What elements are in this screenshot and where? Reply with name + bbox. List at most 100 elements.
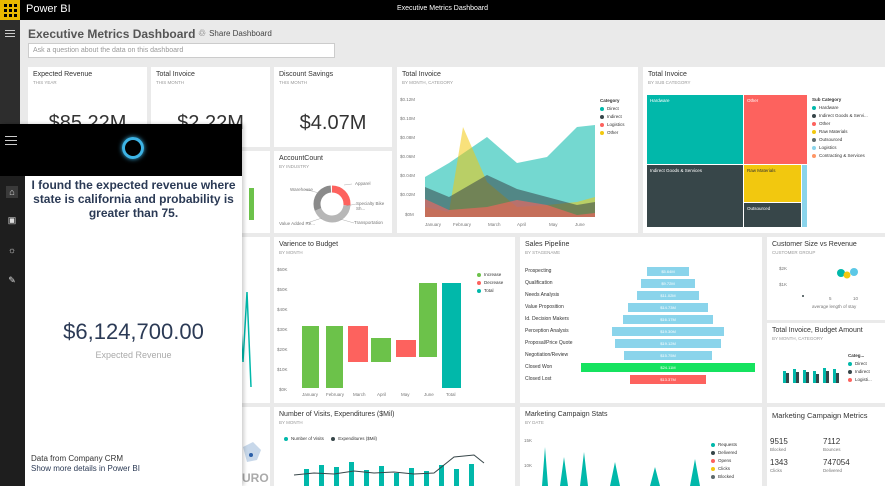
tile-subtitle: CUSTOMER GROUP bbox=[772, 250, 816, 255]
legend-item: Direct bbox=[848, 360, 872, 368]
hamburger-icon[interactable] bbox=[5, 30, 15, 39]
cortana-result-value: $6,124,700.00 bbox=[63, 319, 204, 344]
funnel-bar: $14.73M bbox=[628, 303, 708, 312]
x-tick: April bbox=[377, 392, 387, 397]
x-tick: Total bbox=[446, 392, 456, 397]
tile-subtitle: THIS MONTH bbox=[156, 80, 184, 85]
tile-subtitle: THIS YEAR bbox=[33, 80, 57, 85]
funnel-bar: $16.17M bbox=[623, 315, 713, 324]
legend-item: Indirect Goods & Servi... bbox=[812, 112, 868, 120]
tile-title: Number of Visits, Expenditures ($Mil) bbox=[279, 411, 395, 418]
funnel-bar: $5.64M bbox=[647, 267, 689, 276]
tile-subtitle: BY SUB CATEGORY bbox=[648, 80, 691, 85]
funnel-stage-label: Value Proposition bbox=[525, 304, 564, 310]
legend-item: Raw Materials bbox=[812, 128, 868, 136]
legend-item: Number of Visits bbox=[284, 436, 324, 441]
tile-subtitle: BY MONTH bbox=[279, 250, 303, 255]
funnel-bar: $19.12M bbox=[615, 339, 721, 348]
donut-label: Warehouse bbox=[290, 187, 313, 192]
donut-chart bbox=[303, 183, 357, 224]
invoice-budget-tile[interactable]: Total Invoice, Budget Amount BY MONTH, C… bbox=[767, 323, 885, 403]
cortana-data-source: Data from Company CRM bbox=[31, 454, 124, 463]
y-tick: $0K bbox=[279, 387, 288, 392]
notebook-icon[interactable]: ▣ bbox=[7, 215, 17, 225]
x-tick: January bbox=[425, 222, 442, 227]
legend: Requests Delivered Opens Clicks Blocked bbox=[711, 441, 737, 481]
lightbulb-icon[interactable]: ☼ bbox=[7, 245, 17, 255]
x-tick: 5 bbox=[829, 296, 832, 301]
tile-title: Total Invoice bbox=[648, 71, 687, 78]
legend-item: Other bbox=[600, 129, 625, 137]
x-tick: February bbox=[453, 222, 472, 227]
legend-item: Other bbox=[812, 120, 868, 128]
legend: Direct Indirect Logistics Other bbox=[600, 105, 625, 137]
y-tick: $2K bbox=[779, 266, 788, 271]
funnel-bar: $19.30M bbox=[612, 327, 724, 336]
customer-size-tile[interactable]: Customer Size vs Revenue CUSTOMER GROUP … bbox=[767, 237, 885, 320]
show-more-details-link[interactable]: Show more details in Power BI bbox=[31, 464, 140, 473]
tile-title: Sales Pipeline bbox=[525, 241, 570, 248]
funnel-bar: $13.37M bbox=[630, 375, 706, 384]
treemap-label: Indirect Goods & Services bbox=[650, 168, 703, 173]
campaign-stats-tile[interactable]: Marketing Campaign Stats BY DATE 15K 10K… bbox=[520, 407, 762, 486]
tile-title: Marketing Campaign Metrics bbox=[772, 411, 868, 420]
scatter-chart bbox=[802, 268, 858, 297]
metric-value: 747054 bbox=[823, 458, 850, 467]
home-icon[interactable]: ⌂ bbox=[6, 186, 18, 198]
funnel-stage-label: Perception Analysis bbox=[525, 328, 569, 334]
funnel-bar: $15.75M bbox=[624, 351, 712, 360]
y-tick: $30K bbox=[277, 327, 288, 332]
y-tick: $20K bbox=[277, 347, 288, 352]
map-label: URO bbox=[242, 471, 269, 485]
campaign-metrics-tile[interactable]: Marketing Campaign Metrics 9515 Blocked … bbox=[767, 407, 885, 486]
sales-pipeline-tile[interactable]: Sales Pipeline BY STAGENAME Prospecting $… bbox=[520, 237, 762, 403]
y-tick: $50K bbox=[277, 287, 288, 292]
tile-title: Discount Savings bbox=[279, 71, 334, 78]
y-tick: $0.12M bbox=[400, 97, 416, 102]
share-dashboard-button[interactable]: ♲ Share Dashboard bbox=[198, 28, 272, 39]
cortana-panel: ⌂ ▣ ☼ ✎ I found the expected revenue whe… bbox=[0, 124, 242, 486]
y-tick: 10K bbox=[524, 463, 533, 468]
donut-label: Apparel bbox=[355, 181, 371, 186]
tile-title: Expected Revenue bbox=[33, 71, 93, 78]
legend-item: Decrease bbox=[477, 279, 503, 287]
y-tick: $0.06M bbox=[400, 154, 416, 159]
discount-savings-tile[interactable]: Discount Savings THIS MONTH $4.07M bbox=[274, 67, 392, 147]
tile-subtitle: BY STAGENAME bbox=[525, 250, 561, 255]
visits-expenditures-tile[interactable]: Number of Visits, Expenditures ($Mil) BY… bbox=[274, 407, 515, 486]
funnel-bar: $24.11M bbox=[581, 363, 755, 372]
funnel-bar: $11.02M bbox=[637, 291, 699, 300]
metric-label: Clicks bbox=[770, 468, 782, 473]
area-chart bbox=[542, 447, 700, 486]
donut-label: Specialty Bike Sh... bbox=[356, 201, 385, 211]
feedback-icon[interactable]: ✎ bbox=[8, 275, 16, 285]
dashboard-header: Executive Metrics Dashboard ♲ Share Dash… bbox=[20, 20, 885, 66]
app-launcher-icon[interactable] bbox=[0, 0, 20, 20]
x-tick: February bbox=[326, 392, 345, 397]
metric-value: 9515 bbox=[770, 437, 788, 446]
cortana-header bbox=[0, 124, 242, 176]
total-invoice-treemap-tile[interactable]: Total Invoice BY SUB CATEGORY Hardware O… bbox=[643, 67, 885, 233]
variance-to-budget-tile[interactable]: Varience to Budget BY MONTH $60K $50K $4… bbox=[274, 237, 515, 403]
tile-subtitle: BY MONTH, CATEGORY bbox=[772, 336, 824, 341]
funnel-stage-label: Closed Won bbox=[525, 364, 553, 370]
treemap-label: Hardware bbox=[650, 98, 670, 103]
cortana-hamburger-icon[interactable] bbox=[5, 136, 17, 145]
legend-item: Logistics bbox=[600, 121, 625, 129]
metric-label: Delivered bbox=[823, 468, 843, 473]
tile-subtitle: BY DATE bbox=[525, 420, 544, 425]
tile-title: Total Invoice bbox=[156, 71, 195, 78]
funnel-stage-label: Needs Analysis bbox=[525, 292, 560, 298]
account-count-tile[interactable]: AccountCount BY INDUSTRY Apparel Warehou… bbox=[274, 151, 392, 233]
treemap-label: Other bbox=[747, 98, 759, 103]
legend: Hardware Indirect Goods & Servi... Other… bbox=[812, 104, 868, 160]
x-tick: March bbox=[488, 222, 501, 227]
legend-item: Increase bbox=[477, 271, 503, 279]
funnel-bar: $9.72M bbox=[641, 279, 695, 288]
legend-item: Indirect bbox=[848, 368, 872, 376]
total-invoice-area-tile[interactable]: Total Invoice BY MONTH, CATEGORY $0.12M … bbox=[397, 67, 638, 233]
qna-input[interactable]: Ask a question about the data on this da… bbox=[28, 43, 335, 58]
legend-item: Indirect bbox=[600, 113, 625, 121]
legend-item: Requests bbox=[711, 441, 737, 449]
legend-item: Contracting & Services bbox=[812, 152, 868, 160]
